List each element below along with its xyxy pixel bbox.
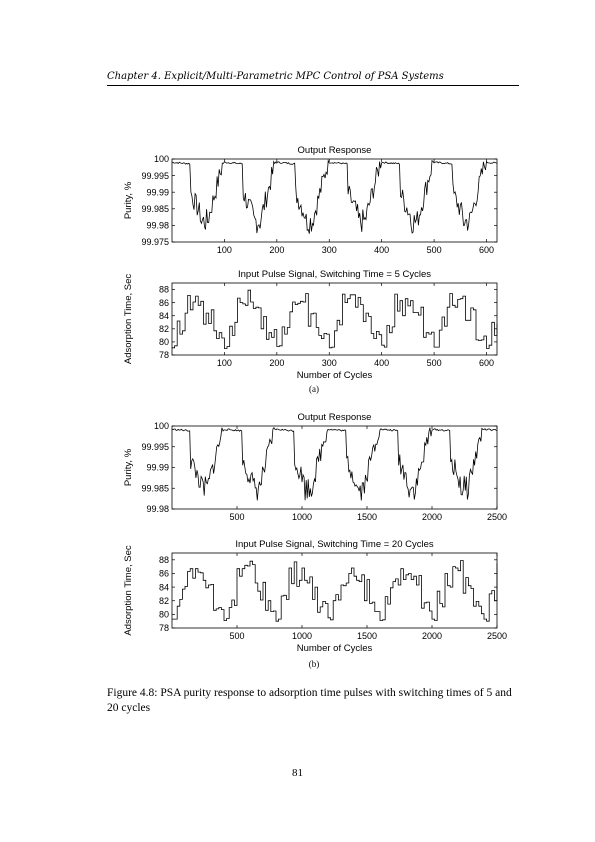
x-tick-label: 400 <box>374 245 389 255</box>
y-tick-label: 99.98 <box>146 504 169 514</box>
plot-frame <box>171 282 498 356</box>
y-tick-label: 99.99 <box>146 187 169 197</box>
x-tick-label: 500 <box>229 512 244 522</box>
y-axis-label: Adsorption Time, Sec <box>123 545 134 636</box>
x-tick-label: 500 <box>229 631 244 641</box>
y-axis-label: Purity, % <box>123 181 134 219</box>
x-tick-label: 300 <box>322 245 337 255</box>
y-axis-label: Purity, % <box>123 448 134 486</box>
y-tick-label: 88 <box>159 555 169 565</box>
x-tick-label: 1000 <box>292 631 312 641</box>
y-tick-label: 80 <box>159 610 169 620</box>
chart-panel-2: Input Pulse Signal, Switching Time = 5 C… <box>123 269 498 381</box>
x-tick-label: 1000 <box>292 512 312 522</box>
x-tick-label: 2500 <box>487 512 507 522</box>
x-tick-label: 1500 <box>357 512 377 522</box>
x-tick-label: 2000 <box>422 512 442 522</box>
y-tick-label: 82 <box>159 596 169 606</box>
x-tick-label: 200 <box>269 358 284 368</box>
y-tick-label: 99.985 <box>141 204 169 214</box>
y-tick-label: 100 <box>154 154 169 164</box>
series-line <box>172 560 498 622</box>
x-tick-label: 2500 <box>487 631 507 641</box>
y-tick-label: 86 <box>159 298 169 308</box>
y-tick-label: 88 <box>159 285 169 295</box>
y-tick-label: 84 <box>159 582 169 592</box>
page-number: 81 <box>292 767 303 779</box>
series-line <box>172 159 498 234</box>
y-tick-label: 100 <box>154 421 169 431</box>
series-line <box>171 427 497 501</box>
chart-panel-4: Input Pulse Signal, Switching Time = 20 … <box>123 539 507 654</box>
series-line <box>172 289 498 349</box>
chart-title: Output Response <box>298 145 372 156</box>
x-tick-label: 300 <box>322 358 337 368</box>
y-tick-label: 84 <box>159 311 169 321</box>
x-tick-label: 2000 <box>422 631 442 641</box>
y-tick-label: 99.975 <box>141 237 169 247</box>
x-axis-label: Number of Cycles <box>297 643 373 654</box>
y-tick-label: 86 <box>159 569 169 579</box>
x-axis-label: Number of Cycles <box>297 370 373 381</box>
chart-panel-3: Output Response 500 1000 1500 2000 2500 99.98 9… <box>123 412 507 522</box>
x-tick-label: 100 <box>217 245 232 255</box>
y-tick-label: 99.98 <box>146 221 169 231</box>
y-tick-label: 99.985 <box>141 483 169 493</box>
y-tick-label: 80 <box>159 337 169 347</box>
x-tick-label: 600 <box>479 245 494 255</box>
y-axis-label: Adsorption Time, Sec <box>123 274 134 365</box>
x-tick-label: 500 <box>427 358 442 368</box>
x-tick-label: 100 <box>217 358 232 368</box>
subfigure-label-b: (b) <box>309 659 320 669</box>
x-tick-label: 200 <box>269 245 284 255</box>
y-tick-label: 99.995 <box>141 171 169 181</box>
y-tick-label: 99.995 <box>141 442 169 452</box>
figure-caption: Figure 4.8: PSA purity response to adsor… <box>107 687 512 714</box>
y-tick-label: 78 <box>159 350 169 360</box>
running-head: Chapter 4. Explicit/Multi-Parametric MPC… <box>107 71 444 82</box>
header-rule <box>107 85 519 86</box>
chart-title: Input Pulse Signal, Switching Time = 5 C… <box>238 269 431 280</box>
x-tick-label: 600 <box>479 358 494 368</box>
plot-frame <box>171 158 498 243</box>
x-tick-label: 1500 <box>357 631 377 641</box>
chart-title: Input Pulse Signal, Switching Time = 20 … <box>235 539 434 550</box>
subfigure-label-a: (a) <box>309 384 319 394</box>
plot-frame <box>171 552 498 629</box>
y-tick-label: 82 <box>159 324 169 334</box>
y-tick-label: 78 <box>159 623 169 633</box>
x-tick-label: 500 <box>427 245 442 255</box>
x-tick-label: 400 <box>374 358 389 368</box>
chart-panel-1: Output Response 100 200 300 400 500 600 99.975 9… <box>123 145 498 255</box>
chart-title: Output Response <box>298 412 372 423</box>
y-tick-label: 99.99 <box>146 463 169 473</box>
